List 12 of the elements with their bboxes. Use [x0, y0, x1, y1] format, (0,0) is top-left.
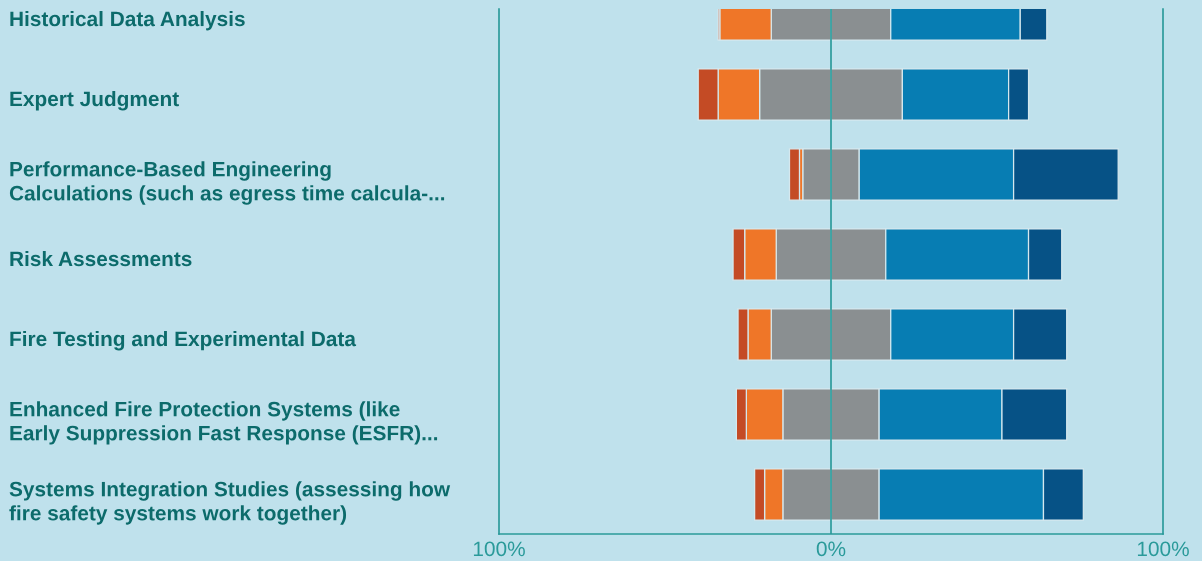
y-tick-label: Performance-Based Engineering Calculations (such as egress time calcula-... — [9, 161, 445, 205]
y-tick-label: Enhanced Fire Protection Systems (like Early Suppression Fast Response (ESFR)... — [10, 401, 438, 445]
y-tick-label: Systems Integration Studies (assessing how fire safety systems work together) — [9, 481, 451, 525]
bar — [802, 148, 832, 201]
y-tick-label: Risk Assessments — [10, 250, 192, 267]
y-tick-label: Fire Testing and Experimental Data — [10, 330, 357, 351]
y-tick-label: Expert Judgment — [10, 90, 179, 111]
x-tick-label: 100% — [1137, 541, 1189, 557]
bar — [788, 148, 801, 201]
x-tick-label: 0% — [816, 541, 846, 557]
x-tick-label: 100% — [473, 541, 525, 557]
y-tick-label: Historical Data Analysis — [10, 10, 245, 31]
